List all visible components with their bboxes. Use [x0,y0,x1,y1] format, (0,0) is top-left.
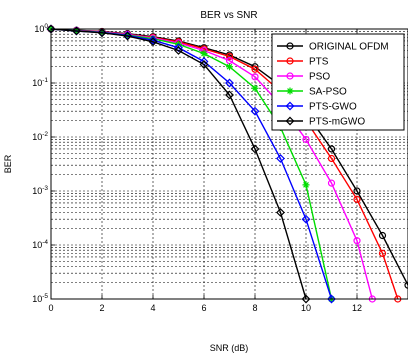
data-point-original-ofdm [327,145,336,153]
legend-item-pts-mgwo: PTS-mGWO [277,117,365,128]
data-point-pts-mgwo [97,28,107,38]
data-point-pts-mgwo [123,31,132,41]
data-point-pts-mgwo [174,46,183,55]
legend-item-sa-pso: SA-PSO [277,87,347,98]
axis-ticks: 0 2 4 6 8 10 12 100 10-1 10-2 10-3 10-4 10-5 [32,23,362,313]
x-tick-label: 12 [352,303,362,313]
legend-item-pts-gwo: PTS-GWO [277,102,357,113]
data-point-pts-mgwo [250,144,260,154]
legend-label: PTS-mGWO [309,117,365,128]
data-point-original-ofdm [404,281,408,289]
legend-swatch-marker [286,42,294,50]
legend-item-pso: PSO [277,72,330,83]
legend: ORIGINAL OFDM PTS PSO SA-PSO PTS-GWO PTS-mGWO [271,33,405,131]
data-point-pso [353,237,361,245]
legend-label: ORIGINAL OFDM [309,42,389,53]
legend-item-original-ofdm: ORIGINAL OFDM [277,42,389,53]
legend-swatch-marker [286,57,294,65]
data-point-pts-mgwo [301,294,311,304]
y-tick-label: 10-3 [32,185,48,196]
x-tick-label: 0 [48,303,53,313]
legend-label: PTS-GWO [309,102,357,113]
legend-swatch-marker [285,101,295,111]
x-tick-label: 2 [99,303,104,313]
data-point-pts-gwo [148,35,158,45]
data-point-sa-pso [302,181,310,189]
plot-area-frame [50,28,408,300]
data-point-pts-gwo [301,214,311,224]
data-point-pts-gwo [327,294,336,304]
data-point-pts [353,195,361,203]
legend-label: PSO [309,72,330,83]
data-point-pso [251,73,259,81]
y-tick-label: 10-4 [32,239,48,250]
data-point-sa-pso [251,84,259,92]
data-point-pts-gwo [250,106,260,116]
data-point-pts-gwo [225,78,234,88]
x-axis-label: SNR (dB) [210,343,249,353]
data-point-pts-mgwo [199,60,209,69]
y-tick-label: 10-2 [32,131,48,142]
data-point-pts-mgwo [276,208,285,217]
data-point-pts [225,52,234,61]
legend-label: PTS [309,57,329,68]
series-layer [46,24,408,304]
chart-title: BER vs SNR [200,10,257,21]
data-point-pso [302,135,310,144]
data-point-pts [251,65,259,73]
y-tick-label: 10-5 [32,293,48,304]
data-point-pts-mgwo [148,37,158,47]
y-tick-label: 10-1 [32,77,48,88]
data-point-pso [327,179,336,187]
data-point-pts-gwo [276,154,285,163]
y-axis-label: BER [3,154,13,173]
data-point-pts-mgwo [225,90,234,100]
data-point-original-ofdm [378,231,387,240]
x-tick-label: 4 [150,303,155,313]
legend-swatch-marker [286,72,294,80]
data-point-pts-mgwo [72,26,81,36]
legend-swatch-marker [285,116,295,126]
data-point-sa-pso [200,50,208,58]
series-pts-mgwo [46,24,311,304]
legend-label: SA-PSO [309,87,347,98]
x-tick-label: 6 [201,303,206,313]
data-point-pts [378,249,387,257]
data-point-sa-pso [226,63,233,71]
x-tick-label: 8 [252,303,257,313]
legend-swatch-marker [286,87,294,95]
data-point-pts-gwo [174,43,183,53]
data-point-original-ofdm [353,187,361,195]
series-line-pts-mgwo [50,28,307,300]
y-tick-label: 100 [34,23,48,34]
legend-box [271,33,405,131]
legend-item-pts: PTS [277,57,329,68]
data-point-pts [327,154,336,163]
x-tick-label: 10 [301,303,311,313]
